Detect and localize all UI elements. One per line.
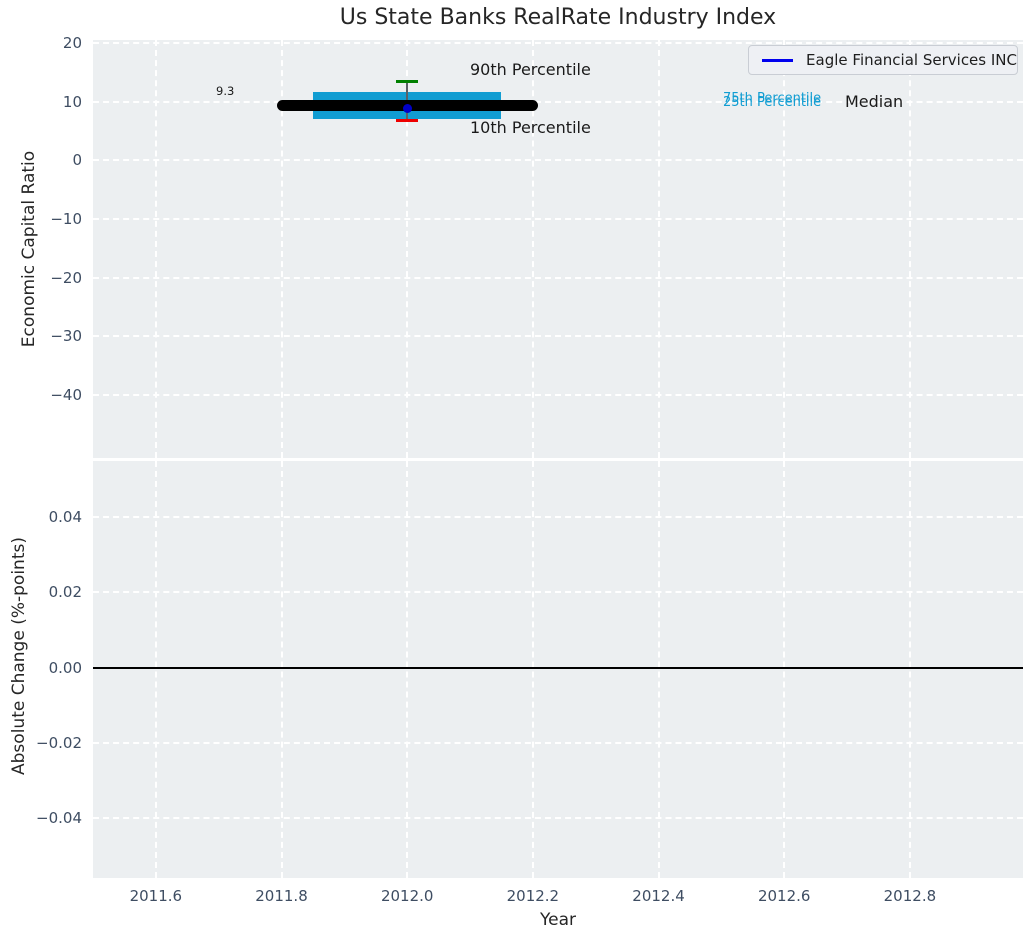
x-tick-label: 2012.4 <box>632 887 685 905</box>
annotation: 75th Percentile <box>723 91 822 106</box>
x-tick-label: 2012.6 <box>757 887 811 905</box>
gridline <box>154 40 157 458</box>
y-tick-label: −10 <box>50 210 82 229</box>
annotation: Median <box>845 92 904 111</box>
gridline <box>93 591 1023 594</box>
gridline <box>93 276 1023 279</box>
gridline <box>280 40 283 458</box>
x-tick-label: 2012.2 <box>506 887 560 905</box>
annotation: 9.3 <box>216 84 235 98</box>
legend: Eagle Financial Services INC <box>748 45 1018 75</box>
y-axis-label-bottom: Absolute Change (%-points) <box>9 537 29 775</box>
y-tick-label: 0.00 <box>48 658 82 677</box>
gridline <box>406 40 409 458</box>
y-tick-label: 0 <box>72 151 82 170</box>
gridline <box>531 40 534 458</box>
gridline <box>154 461 157 878</box>
gridline <box>406 461 409 878</box>
annotation: 10th Percentile <box>470 118 591 137</box>
bottom-plot-area <box>93 461 1023 878</box>
zero-line <box>93 666 1023 669</box>
p10-cap <box>395 118 419 122</box>
gridline <box>657 40 660 458</box>
y-tick-label: −30 <box>50 327 82 346</box>
y-tick-label: −40 <box>50 386 82 405</box>
gridline <box>783 461 786 878</box>
gridline <box>93 816 1023 819</box>
gridline <box>93 394 1023 397</box>
p90-cap <box>395 80 419 84</box>
y-tick-label: −20 <box>50 268 82 287</box>
y-tick-label: −0.04 <box>36 808 82 827</box>
gridline <box>657 461 660 878</box>
gridline <box>93 218 1023 221</box>
top-plot-area <box>93 40 1023 458</box>
y-tick-label: −0.02 <box>36 733 82 752</box>
legend-label: Eagle Financial Services INC <box>806 51 1017 69</box>
company-point-marker <box>402 104 412 114</box>
chart-title: Us State Banks RealRate Industry Index <box>339 5 777 30</box>
gridline <box>908 40 911 458</box>
y-tick-label: 0.02 <box>48 583 82 602</box>
y-axis-label-top: Economic Capital Ratio <box>19 150 39 348</box>
gridline <box>93 100 1023 103</box>
gridline <box>93 741 1023 744</box>
gridline <box>280 461 283 878</box>
x-tick-label: 2012.8 <box>883 887 937 905</box>
x-tick-label: 2012.0 <box>380 887 434 905</box>
gridline <box>93 159 1023 162</box>
gridline <box>93 516 1023 519</box>
gridline <box>93 41 1023 44</box>
gridline <box>531 461 534 878</box>
gridline <box>783 40 786 458</box>
gridline <box>908 461 911 878</box>
x-tick-label: 2011.8 <box>255 887 308 905</box>
y-tick-label: 0.04 <box>48 508 82 527</box>
annotation: 90th Percentile <box>470 60 591 79</box>
x-tick-label: 2011.6 <box>129 887 183 905</box>
x-axis-label: Year <box>540 910 576 930</box>
y-tick-label: 20 <box>62 33 82 52</box>
gridline <box>93 335 1023 338</box>
legend-line-swatch <box>762 58 794 62</box>
annotation: 25th Percentile <box>723 95 822 110</box>
y-tick-label: 10 <box>62 92 82 111</box>
